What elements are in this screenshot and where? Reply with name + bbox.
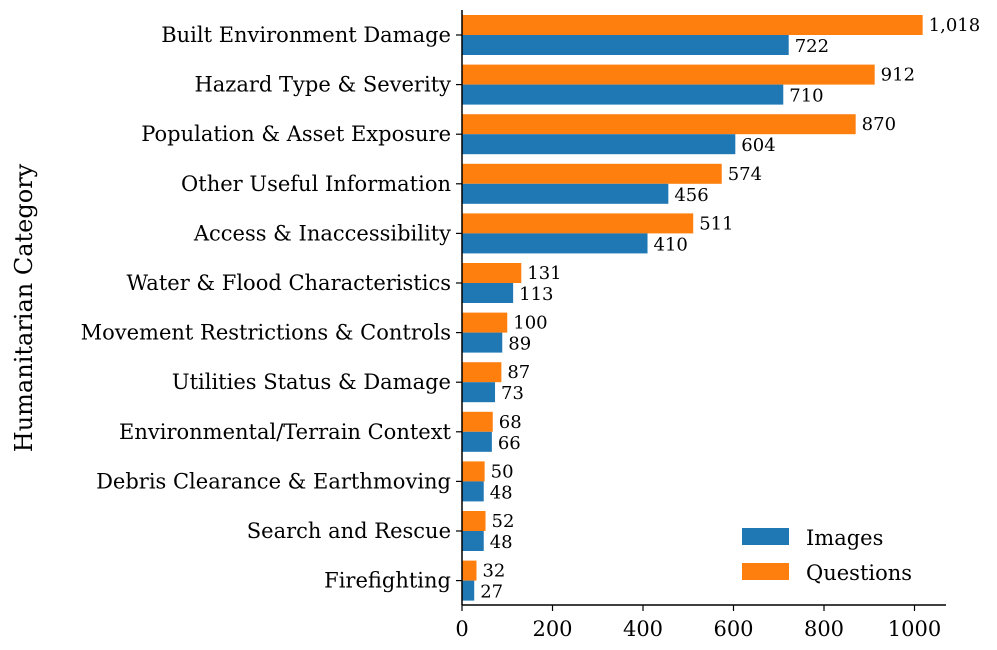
value-label-images: 710 (789, 86, 823, 107)
value-label-images: 113 (519, 284, 553, 305)
category-label: Debris Clearance & Earthmoving (96, 469, 451, 493)
x-tick-label: 400 (623, 617, 663, 641)
value-label-questions: 131 (527, 263, 561, 284)
value-label-images: 722 (795, 36, 829, 57)
bar-images (462, 382, 496, 403)
value-label-images: 48 (490, 482, 513, 503)
bar-questions (462, 15, 923, 35)
bar-images (462, 84, 784, 105)
category-labels-group: Built Environment Damage Hazard Type & Se… (81, 23, 462, 593)
value-label-questions: 100 (513, 313, 547, 334)
x-tick-label: 1000 (888, 617, 941, 641)
value-label-images: 410 (654, 234, 688, 255)
category-label: Utilities Status & Damage (172, 370, 451, 394)
bar-questions (462, 362, 502, 383)
x-tick-label: 800 (804, 617, 844, 641)
bar-questions (462, 312, 508, 333)
legend: Images Questions (742, 526, 912, 585)
bar-images (462, 481, 484, 502)
legend-swatch-images (742, 528, 789, 545)
value-label-questions: 1,018 (929, 15, 981, 36)
category-label: Environmental/Terrain Context (119, 420, 452, 444)
value-label-images: 48 (490, 532, 513, 553)
bar-images (462, 580, 475, 601)
value-label-questions: 511 (699, 213, 733, 234)
category-label: Built Environment Damage (161, 23, 451, 47)
value-label-questions: 32 (482, 561, 505, 582)
legend-swatch-questions (742, 563, 789, 580)
category-label: Access & Inaccessibility (193, 221, 451, 245)
bar-questions (462, 213, 694, 234)
value-label-questions: 574 (728, 164, 762, 185)
bar-images (462, 283, 514, 303)
category-label: Search and Rescue (247, 519, 451, 543)
bar-images (462, 134, 736, 155)
bar-questions (462, 263, 522, 283)
bar-questions (462, 511, 486, 531)
value-label-questions: 912 (881, 65, 915, 86)
value-label-images: 66 (498, 433, 521, 454)
category-label: Other Useful Information (181, 172, 451, 196)
value-label-questions: 50 (491, 461, 514, 482)
bar-images (462, 233, 648, 254)
bar-images (462, 332, 503, 353)
value-label-questions: 870 (862, 114, 896, 135)
bar-questions (462, 560, 477, 581)
category-label: Firefighting (324, 569, 451, 593)
y-axis-title: Humanitarian Category (10, 163, 38, 452)
value-label-questions: 52 (492, 511, 515, 532)
value-label-questions: 87 (507, 362, 530, 383)
bar-images (462, 431, 492, 452)
category-label: Hazard Type & Severity (194, 73, 451, 97)
value-label-images: 89 (508, 334, 531, 355)
bar-questions (462, 163, 722, 184)
value-label-questions: 68 (499, 412, 522, 433)
bar-questions (462, 461, 485, 482)
bar-questions (462, 64, 875, 85)
value-label-images: 456 (674, 185, 708, 206)
bars-group (462, 15, 923, 601)
category-label: Water & Flood Characteristics (127, 271, 451, 295)
value-label-images: 604 (741, 135, 775, 156)
x-axis-ticks-group: 0 200 400 600 800 1000 (455, 605, 941, 641)
value-label-images: 27 (480, 582, 503, 603)
bar-questions (462, 411, 493, 432)
legend-label-questions: Questions (806, 561, 912, 585)
x-tick-label: 600 (713, 617, 753, 641)
category-label: Population & Asset Exposure (141, 122, 451, 146)
bar-images (462, 35, 789, 55)
category-label: Movement Restrictions & Controls (81, 321, 451, 345)
bar-images (462, 183, 669, 204)
x-tick-label: 0 (455, 617, 468, 641)
x-tick-label: 200 (532, 617, 572, 641)
value-label-images: 73 (501, 383, 524, 404)
bar-questions (462, 114, 856, 135)
bar-images (462, 531, 484, 551)
legend-label-images: Images (806, 526, 883, 550)
